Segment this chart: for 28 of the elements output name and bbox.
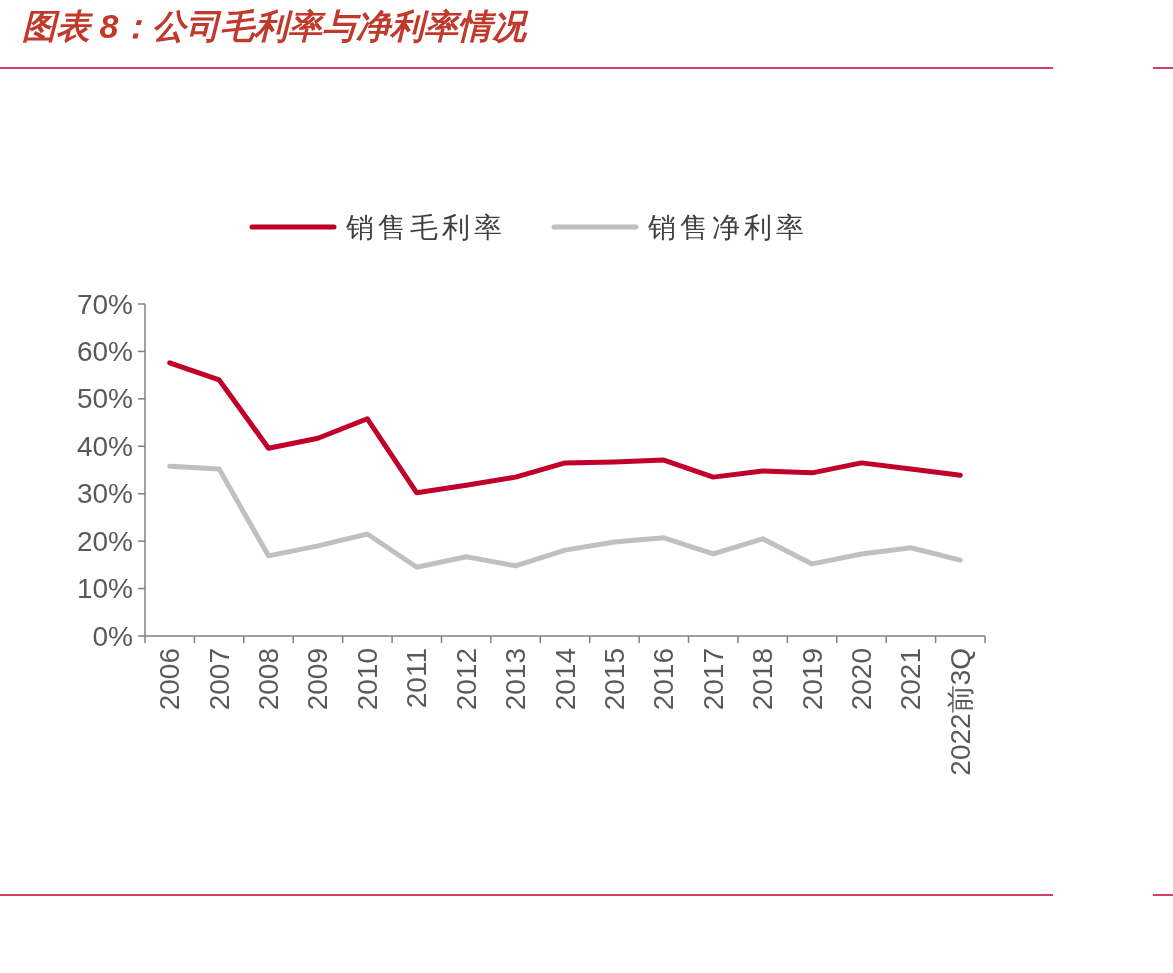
y-tick-label: 60% (76, 335, 133, 367)
x-tick-label: 2018 (747, 648, 779, 711)
y-tick-label: 20% (76, 525, 133, 557)
x-tick-label: 2008 (253, 648, 285, 711)
x-tick-label: 2016 (648, 648, 680, 711)
x-tick-label: 2022前3Q (944, 648, 976, 776)
x-tick-label: 2007 (203, 648, 235, 711)
legend-label: 销售毛利率 (345, 211, 506, 243)
x-tick-label: 2006 (154, 648, 186, 711)
y-tick-label: 0% (92, 620, 133, 652)
x-tick-label: 2017 (697, 648, 729, 711)
y-tick-label: 40% (76, 430, 133, 462)
y-tick-label: 50% (76, 383, 133, 415)
chart-title: 图表 8：公司毛利率与净利率情况 (22, 7, 530, 45)
y-tick-label: 10% (76, 573, 133, 605)
x-tick-label: 2015 (598, 648, 630, 711)
y-tick-label: 30% (76, 478, 133, 510)
x-tick-label: 2012 (450, 648, 482, 711)
x-tick-label: 2014 (549, 648, 581, 711)
y-tick-label: 70% (76, 288, 133, 320)
x-tick-label: 2011 (401, 648, 433, 709)
x-tick-label: 2009 (302, 648, 334, 711)
x-tick-label: 2013 (500, 648, 532, 711)
x-tick-label: 2020 (845, 648, 877, 711)
x-tick-label: 2019 (796, 648, 828, 711)
x-tick-label: 2010 (351, 648, 383, 711)
x-tick-label: 2021 (895, 648, 927, 711)
legend-label: 销售净利率 (647, 211, 808, 243)
